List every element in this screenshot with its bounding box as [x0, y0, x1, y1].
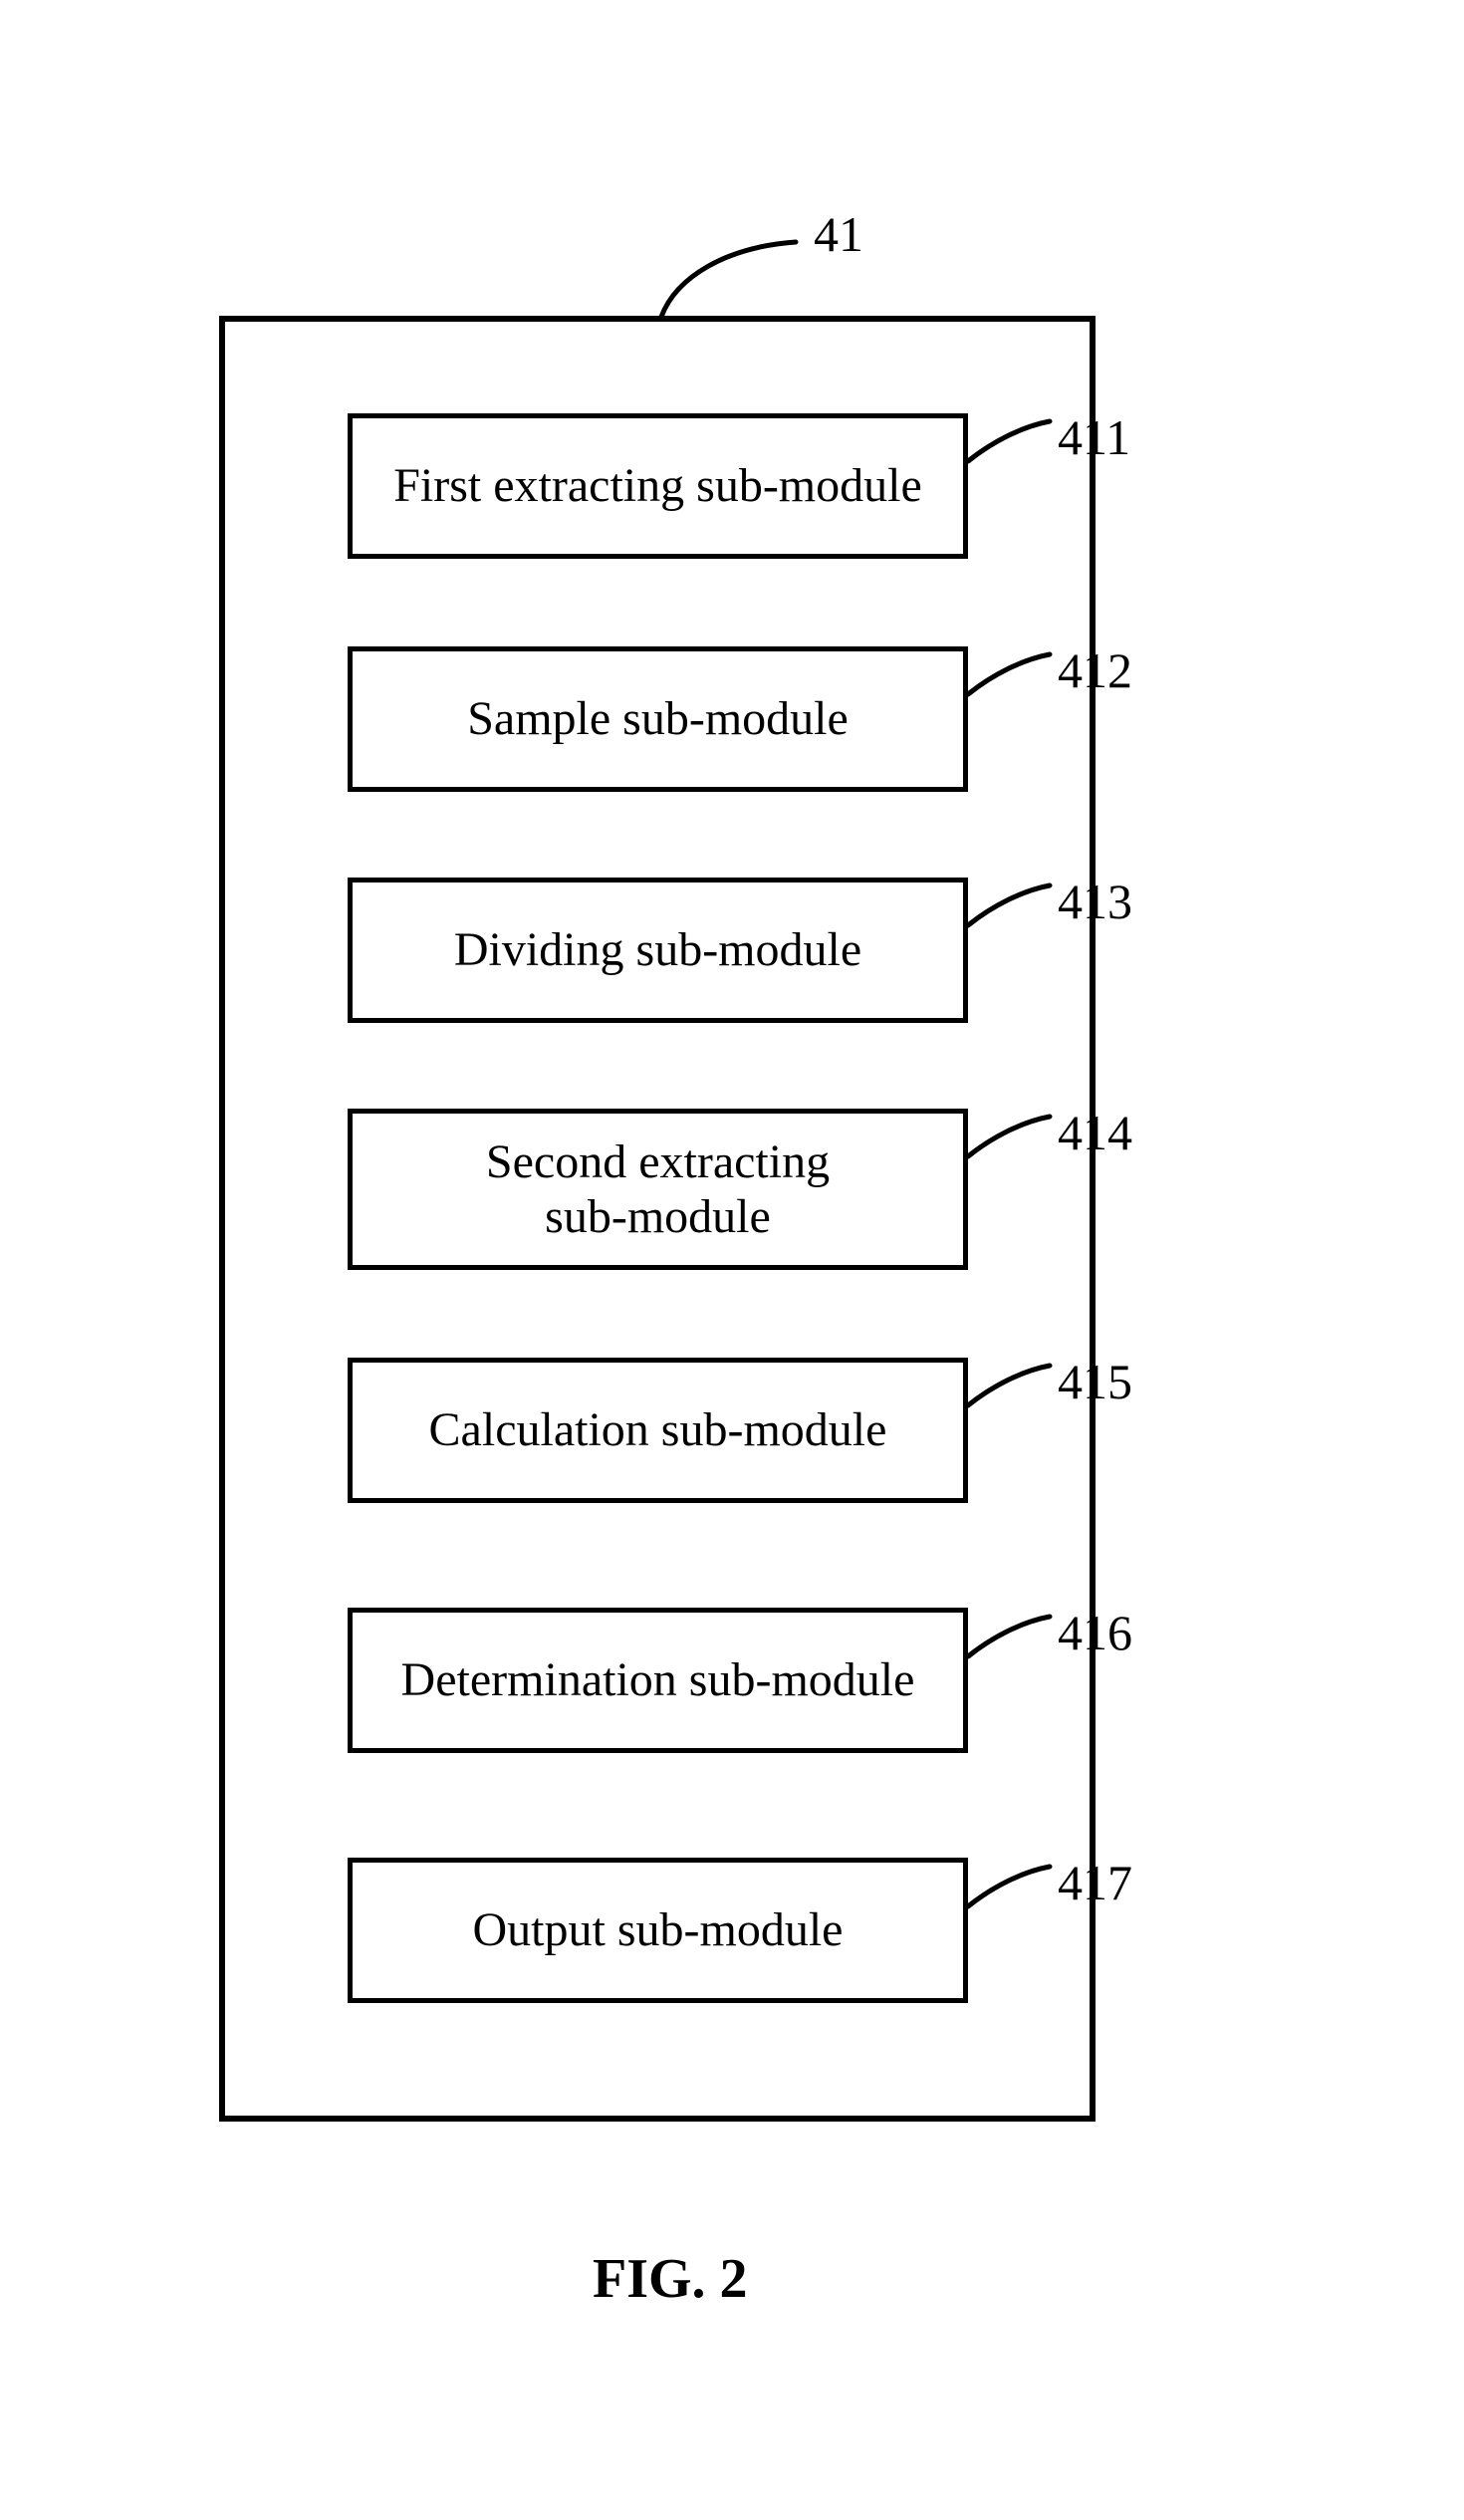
module-box-417: Output sub-module	[348, 1858, 968, 2003]
module-label: Second extracting sub-module	[486, 1134, 830, 1244]
diagram-canvas: 41 First extracting sub-module 411 Sample s…	[0, 0, 1464, 2520]
module-ref-label-416: 416	[1058, 1604, 1132, 1661]
module-ref-label-414: 414	[1058, 1104, 1132, 1161]
leader-line	[968, 421, 1050, 461]
leader-line	[968, 1366, 1050, 1405]
module-box-411: First extracting sub-module	[348, 413, 968, 559]
module-box-415: Calculation sub-module	[348, 1358, 968, 1503]
module-ref-label-412: 412	[1058, 641, 1132, 699]
leader-line	[968, 1867, 1050, 1906]
module-label: Output sub-module	[473, 1902, 844, 1957]
leader-line	[968, 654, 1050, 694]
module-ref-label-415: 415	[1058, 1353, 1132, 1410]
module-box-416: Determination sub-module	[348, 1608, 968, 1753]
figure-caption: FIG. 2	[593, 2247, 748, 2311]
module-label: Dividing sub-module	[454, 922, 861, 977]
leader-line	[968, 1617, 1050, 1656]
module-ref-label-411: 411	[1058, 408, 1130, 466]
outer-ref-label: 41	[814, 205, 863, 263]
module-label: Sample sub-module	[467, 691, 849, 746]
leader-line	[661, 242, 796, 317]
module-box-414: Second extracting sub-module	[348, 1109, 968, 1270]
module-ref-label-413: 413	[1058, 873, 1132, 930]
leader-line	[968, 885, 1050, 925]
module-label: First extracting sub-module	[393, 458, 922, 513]
module-box-412: Sample sub-module	[348, 646, 968, 792]
module-box-413: Dividing sub-module	[348, 878, 968, 1023]
leader-line	[968, 1117, 1050, 1156]
module-label: Determination sub-module	[401, 1652, 915, 1707]
module-ref-label-417: 417	[1058, 1854, 1132, 1911]
module-label: Calculation sub-module	[429, 1402, 887, 1457]
